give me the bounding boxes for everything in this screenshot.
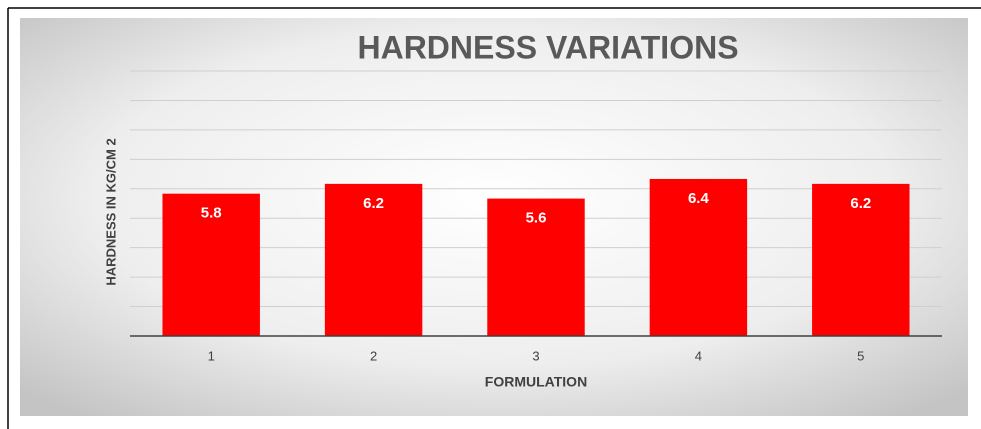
y-axis-label: HARDNESS IN KG/CM 2	[103, 138, 118, 285]
chart-title: HARDNESS VARIATIONS	[357, 29, 738, 65]
data-label: 6.4	[688, 190, 710, 207]
x-tick-label: 4	[695, 348, 702, 363]
data-label: 6.2	[363, 195, 384, 212]
bar	[812, 183, 910, 336]
bar	[162, 193, 260, 336]
data-label: 5.6	[526, 210, 547, 227]
bar	[649, 178, 748, 336]
x-tick-label: 1	[208, 348, 215, 363]
bar	[487, 198, 585, 336]
x-tick-label: 5	[857, 348, 864, 363]
x-tick-label: 3	[532, 348, 539, 363]
bar	[324, 183, 423, 336]
x-tick-label: 2	[370, 348, 377, 363]
data-label: 5.8	[201, 205, 222, 222]
data-label: 6.2	[850, 195, 871, 212]
x-axis-label: FORMULATION	[485, 374, 587, 390]
